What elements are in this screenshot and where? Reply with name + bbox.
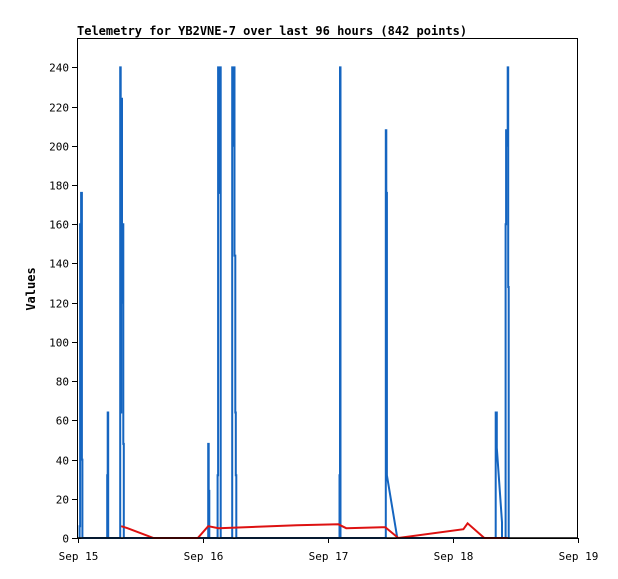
y-tick-label: 60 bbox=[56, 415, 69, 428]
x-tick-label: Sep 16 bbox=[184, 550, 224, 563]
series-layer bbox=[78, 66, 578, 540]
y-tick-label: 140 bbox=[49, 258, 69, 271]
series-line-red bbox=[120, 521, 508, 540]
y-tick-label: 0 bbox=[62, 533, 69, 546]
y-tick-label: 200 bbox=[49, 141, 69, 154]
y-tick-label: 40 bbox=[56, 455, 69, 468]
x-tick-label: Sep 17 bbox=[309, 550, 349, 563]
y-tick-label: 180 bbox=[49, 180, 69, 193]
x-tick-label: Sep 15 bbox=[59, 550, 99, 563]
y-tick-label: 240 bbox=[49, 62, 69, 75]
x-axis-ticks: Sep 15 Sep 16 Sep 17 Sep 18 Sep 19 bbox=[59, 538, 599, 563]
y-tick-label: 100 bbox=[49, 337, 69, 350]
y-tick-label: 80 bbox=[56, 376, 69, 389]
x-tick-label: Sep 18 bbox=[434, 550, 474, 563]
y-tick-label: 160 bbox=[49, 219, 69, 232]
y-tick-label: 20 bbox=[56, 494, 69, 507]
y-tick-label: 120 bbox=[49, 298, 69, 311]
series-line-blue bbox=[78, 66, 510, 539]
y-axis-ticks: 0 20 40 60 80 100 120 140 160 180 200 220 240 bbox=[49, 62, 78, 546]
x-tick-label: Sep 19 bbox=[559, 550, 599, 563]
plot-area bbox=[77, 38, 578, 539]
y-tick-label: 220 bbox=[49, 102, 69, 115]
chart-title: Telemetry for YB2VNE-7 over last 96 hour… bbox=[77, 24, 467, 38]
y-axis-label: Values bbox=[24, 267, 38, 310]
